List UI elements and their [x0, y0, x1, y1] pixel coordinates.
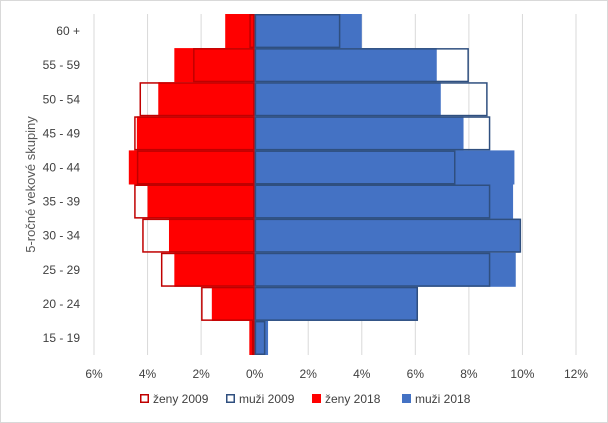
bar-muži-2009 — [254, 14, 341, 49]
bar-ženy-2018 — [136, 116, 255, 151]
bar-ženy-2009 — [142, 218, 255, 253]
bar-ženy-2009 — [134, 184, 255, 219]
bar-muži-2018 — [254, 218, 520, 253]
bar-ženy-2018 — [211, 286, 255, 321]
bar-muži-2018 — [254, 116, 464, 151]
bar-muži-2009 — [254, 252, 491, 287]
bar-ženy-2009 — [134, 116, 255, 151]
y-tick-label: 20 - 24 — [43, 297, 81, 311]
bar-muži-2009 — [254, 218, 522, 253]
axes: 6% 4% 2% 0% 2% 4% 6% 8% 10% 12% 15 - 19 20 - 24 25 -… — [23, 24, 588, 381]
bar-muži-2018 — [254, 252, 516, 287]
legend: ženy 2009 muži 2009 ženy 2018 muži 2018 — [140, 392, 471, 406]
x-tick-label: 6% — [407, 367, 425, 381]
x-tick-label: 0% — [246, 367, 264, 381]
legend-label-ženy-2009: ženy 2009 — [153, 392, 209, 406]
bar-ženy-2018 — [128, 150, 255, 185]
y-tick-label: 55 - 59 — [43, 58, 81, 72]
bar-muži-2018 — [254, 184, 514, 219]
x-tick-label: 10% — [510, 367, 534, 381]
bar-ženy-2018 — [174, 252, 255, 287]
bars — [128, 14, 522, 355]
legend-swatch-muži-2009 — [226, 394, 235, 403]
y-tick-label: 45 - 49 — [43, 126, 81, 140]
bar-muži-2018 — [254, 320, 269, 355]
legend-swatch-ženy-2009 — [140, 394, 149, 403]
y-tick-label: 25 - 29 — [43, 263, 81, 277]
bar-ženy-2009 — [201, 286, 255, 321]
legend-label-muži-2018: muži 2018 — [415, 392, 471, 406]
bar-muži-2018 — [254, 286, 419, 321]
y-tick-label: 50 - 54 — [43, 92, 81, 106]
bar-muži-2009 — [254, 184, 491, 219]
bar-ženy-2018 — [158, 82, 255, 117]
bar-ženy-2018 — [174, 48, 255, 83]
legend-swatch-ženy-2018 — [312, 394, 321, 403]
bar-muži-2018 — [254, 82, 441, 117]
bar-muži-2009 — [254, 286, 419, 321]
y-tick-label: 40 - 44 — [43, 160, 81, 174]
y-tick-label: 60 + — [56, 24, 80, 38]
legend-label-muži-2009: muži 2009 — [239, 392, 295, 406]
bar-muži-2009 — [254, 150, 456, 185]
bar-muži-2009 — [254, 320, 266, 355]
y-tick-label: 30 - 34 — [43, 229, 81, 243]
bar-muži-2018 — [254, 150, 515, 185]
bar-muži-2018 — [254, 48, 437, 83]
x-tick-label: 2% — [300, 367, 318, 381]
bar-ženy-2009 — [251, 320, 255, 355]
bar-ženy-2009 — [160, 252, 255, 287]
legend-swatch-muži-2018 — [402, 394, 411, 403]
bar-ženy-2009 — [193, 48, 255, 83]
x-tick-label: 4% — [139, 367, 157, 381]
legend-label-ženy-2018: ženy 2018 — [325, 392, 381, 406]
x-tick-label: 8% — [460, 367, 478, 381]
bar-ženy-2009 — [249, 14, 255, 49]
bar-muži-2018 — [254, 14, 362, 49]
bar-muži-2009 — [254, 82, 488, 117]
x-tick-label: 12% — [564, 367, 588, 381]
bar-muži-2009 — [254, 116, 491, 151]
x-tick-label: 6% — [85, 367, 103, 381]
bar-ženy-2009 — [136, 150, 255, 185]
x-tick-label: 2% — [192, 367, 210, 381]
bar-ženy-2009 — [139, 82, 255, 117]
x-tick-label: 4% — [353, 367, 371, 381]
y-axis-title: 5-ročné vekové skupiny — [23, 116, 38, 253]
bar-ženy-2018 — [147, 184, 255, 219]
y-tick-label: 15 - 19 — [43, 331, 81, 345]
bar-muži-2009 — [254, 48, 469, 83]
y-tick-label: 35 - 39 — [43, 195, 81, 209]
bar-ženy-2018 — [168, 218, 255, 253]
